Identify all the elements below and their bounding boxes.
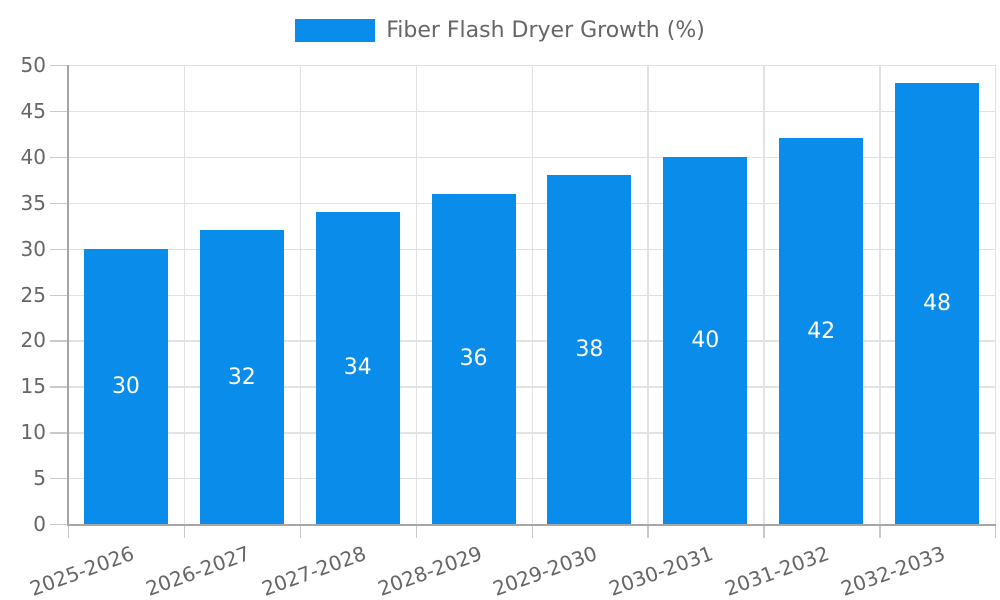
y-axis-tick-label: 5 bbox=[33, 466, 46, 491]
chart-legend[interactable]: Fiber Flash Dryer Growth (%) bbox=[0, 18, 1000, 43]
y-axis-tick-label: 0 bbox=[33, 512, 46, 536]
x-gridline bbox=[995, 65, 997, 524]
x-gridline bbox=[299, 65, 302, 524]
bar-value-label: 32 bbox=[227, 364, 256, 390]
x-axis-line bbox=[67, 524, 996, 526]
x-gridline bbox=[415, 65, 418, 524]
x-tick-mark bbox=[68, 524, 70, 538]
x-tick-mark bbox=[415, 524, 418, 538]
y-axis-line bbox=[67, 65, 69, 525]
x-gridline bbox=[879, 65, 881, 524]
x-tick-mark bbox=[647, 524, 649, 538]
y-axis-tick-label: 15 bbox=[20, 374, 46, 399]
y-tick-mark bbox=[50, 294, 68, 296]
x-axis-tick-label: 2028-2029 bbox=[374, 541, 485, 600]
y-tick-mark bbox=[50, 340, 68, 342]
y-tick-mark bbox=[50, 156, 68, 159]
x-gridline bbox=[183, 65, 186, 524]
y-axis-tick-label: 30 bbox=[20, 236, 46, 261]
x-axis-tick-label: 2025-2026 bbox=[26, 541, 138, 600]
x-tick-mark bbox=[183, 524, 186, 538]
y-axis-tick-label: 25 bbox=[20, 282, 46, 307]
y-axis-tick-label: 50 bbox=[20, 53, 46, 77]
x-tick-mark bbox=[879, 524, 881, 538]
y-tick-mark bbox=[50, 524, 68, 526]
bar-value-label: 30 bbox=[111, 373, 140, 399]
bar[interactable]: 34 bbox=[315, 211, 400, 524]
bar[interactable]: 32 bbox=[199, 230, 284, 524]
y-axis-tick-label: 45 bbox=[20, 98, 46, 123]
y-tick-mark bbox=[50, 478, 68, 480]
y-tick-mark bbox=[50, 248, 68, 250]
y-tick-mark bbox=[50, 386, 68, 388]
bar[interactable]: 40 bbox=[663, 156, 748, 524]
bar[interactable]: 42 bbox=[779, 138, 864, 524]
y-tick-mark bbox=[50, 432, 68, 434]
legend-swatch bbox=[295, 19, 376, 42]
bar-value-label: 42 bbox=[807, 318, 836, 344]
x-tick-mark bbox=[763, 524, 765, 538]
bar[interactable]: 48 bbox=[895, 83, 980, 524]
y-axis-tick-label: 20 bbox=[20, 328, 46, 353]
bar-value-label: 38 bbox=[575, 337, 604, 363]
bar[interactable]: 38 bbox=[547, 175, 632, 524]
x-axis-tick-label: 2032-2033 bbox=[837, 541, 949, 600]
x-gridline bbox=[763, 65, 765, 524]
y-axis-tick-label: 35 bbox=[20, 190, 46, 215]
x-axis-tick-label: 2031-2032 bbox=[721, 541, 833, 600]
x-axis-tick-label: 2030-2031 bbox=[605, 541, 717, 600]
bar-value-label: 36 bbox=[459, 346, 488, 372]
bar-value-label: 34 bbox=[343, 355, 372, 381]
y-tick-mark bbox=[50, 202, 68, 205]
x-axis-tick-label: 2027-2028 bbox=[258, 541, 369, 600]
x-axis-tick-label: 2026-2027 bbox=[142, 541, 254, 600]
bar-value-label: 40 bbox=[691, 327, 720, 353]
x-gridline bbox=[647, 65, 649, 524]
y-tick-mark bbox=[50, 65, 68, 67]
bar[interactable]: 36 bbox=[431, 193, 516, 524]
x-tick-mark bbox=[299, 524, 302, 538]
x-gridline bbox=[531, 65, 533, 524]
legend-title: Fiber Flash Dryer Growth (%) bbox=[386, 18, 705, 43]
x-tick-mark bbox=[995, 524, 997, 538]
x-axis-tick-label: 2029-2030 bbox=[489, 541, 601, 600]
y-axis-tick-label: 10 bbox=[20, 420, 46, 445]
y-tick-mark bbox=[50, 110, 68, 113]
y-axis-tick-label: 40 bbox=[20, 144, 46, 169]
x-tick-mark bbox=[531, 524, 533, 538]
bar[interactable]: 30 bbox=[83, 248, 168, 524]
bar-value-label: 48 bbox=[923, 291, 952, 317]
